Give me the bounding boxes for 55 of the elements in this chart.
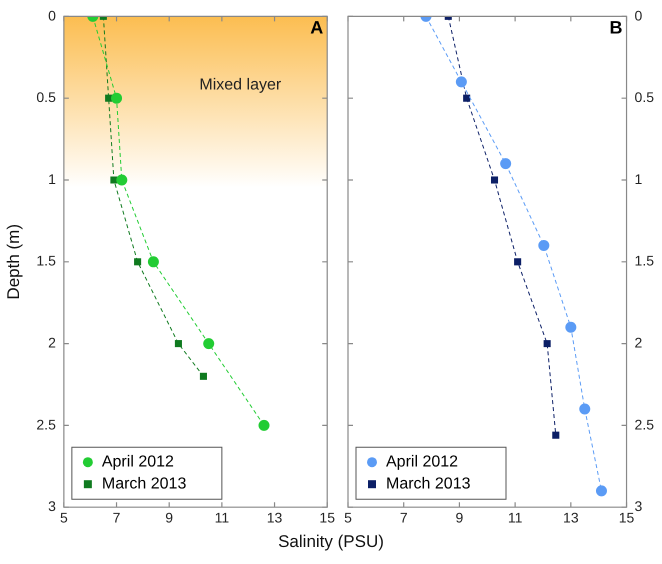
y-tick-label: 2.5 [36,416,56,432]
y-axis-title: Depth (m) [4,224,23,300]
point [111,92,122,104]
legend-label: April 2012 [102,454,174,471]
point [596,485,607,496]
y-tick-label: 3 [634,498,643,514]
y-tick-label: 1 [634,170,643,187]
y-tick-label: 3 [48,498,56,514]
x-tick-label: 9 [165,509,174,526]
x-tick-label: 13 [563,509,579,526]
point [463,94,470,102]
x-tick-label: 9 [456,509,464,526]
point [500,158,512,170]
annotation: A [310,17,324,38]
x-tick-label: 11 [214,509,230,526]
annotation: B [610,17,623,38]
point [514,258,522,266]
x-tick-label: 11 [508,509,523,526]
legend-label: April 2012 [386,454,458,471]
point [148,256,159,268]
legend-label: March 2013 [102,476,186,493]
x-tick-label: 5 [60,509,68,526]
y-tick-label: 2.5 [634,416,654,432]
x-tick-label: 13 [266,509,283,526]
y-tick-label: 2 [48,334,56,350]
point [579,404,590,415]
x-tick-label: 15 [618,509,635,526]
point [456,76,467,88]
point [105,94,112,102]
x-tick-label: 15 [319,509,336,526]
point [203,338,214,350]
point [134,258,142,266]
x-tick-label: 7 [400,509,408,526]
point [116,174,128,186]
y-tick-label: 1.5 [634,252,654,269]
point [200,372,207,380]
point [258,420,270,431]
y-tick-label: 1.5 [36,252,56,269]
y-tick-label: 0 [48,7,56,24]
y-tick-label: 2 [634,334,643,350]
point [544,340,551,348]
band-label: Mixed layer [199,76,282,94]
y-tick-label: 0.5 [634,89,654,106]
legend-label: March 2013 [386,476,471,493]
point [174,340,182,348]
y-tick-label: 1 [48,170,56,187]
point [538,240,550,251]
point [565,322,576,333]
x-tick-label: 5 [344,509,352,526]
x-tick-label: 7 [112,509,121,526]
point [490,176,498,184]
y-tick-label: 0.5 [36,89,56,106]
y-tick-label: 0 [634,7,643,24]
x-axis-title: Salinity (PSU) [277,532,385,552]
point [552,432,560,439]
